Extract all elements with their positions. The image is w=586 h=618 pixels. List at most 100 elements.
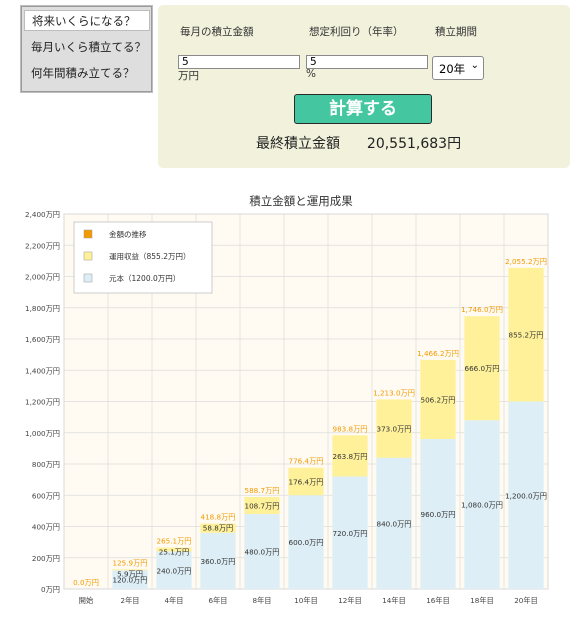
data-label-total: 1,746.0万円	[461, 305, 503, 314]
bar-principal	[200, 532, 236, 589]
x-tick-label: 開始	[79, 596, 93, 605]
y-tick-label: 1,000万円	[25, 429, 60, 438]
final-amount-value: 20,551,683円	[366, 136, 462, 152]
final-amount-label: 最終積立金額	[256, 136, 340, 152]
data-label-total: 125.9万円	[113, 558, 148, 567]
y-tick-label: 1,800万円	[25, 304, 60, 313]
tab-period[interactable]: 何年間積み立てる？	[31, 66, 135, 80]
data-label-principal: 480.0万円	[245, 548, 280, 557]
legend-swatch-total	[83, 229, 93, 239]
data-label-profit: 176.4万円	[289, 477, 324, 486]
y-tick-label: 1,400万円	[25, 366, 60, 375]
data-label-total: 776.4万円	[289, 457, 324, 466]
data-label-principal: 1,080.0万円	[461, 501, 503, 510]
y-tick-label: 1,600万円	[25, 335, 60, 344]
x-axis: 開始 2年目 4年目 6年目 8年目 10年目 12年目 14年目 16年目 18年目 20年目	[79, 596, 538, 605]
data-label-total: 1,466.2万円	[417, 349, 459, 358]
legend-swatch-profit	[83, 251, 93, 261]
x-tick-label: 20年目	[514, 596, 538, 605]
rate-unit: %	[306, 68, 316, 80]
x-tick-label: 2年目	[121, 596, 140, 605]
legend: 金額の推移 運用収益（855.2万円） 元本（1200.0万円）	[73, 221, 213, 294]
data-label-profit: 263.8万円	[333, 452, 368, 461]
data-label-principal: 120.0万円	[113, 576, 148, 585]
legend-label-profit: 運用収益（855.2万円）	[109, 251, 190, 261]
data-label-profit: 58.8万円	[203, 524, 233, 533]
bar-principal	[288, 495, 324, 589]
data-label-total: 983.8万円	[333, 424, 368, 433]
data-label-principal: 240.0万円	[157, 566, 192, 575]
legend-swatch-principal	[83, 273, 93, 283]
y-tick-label: 1,200万円	[25, 398, 60, 407]
data-label-total: 265.1万円	[157, 537, 192, 546]
data-label-total: 1,213.0万円	[373, 388, 415, 397]
bar-profit	[200, 523, 236, 533]
x-tick-label: 14年目	[382, 596, 406, 605]
bar-profit	[156, 547, 192, 552]
data-label-principal: 960.0万円	[421, 510, 456, 519]
data-label-total: 0.0万円	[73, 578, 99, 587]
data-label-principal: 360.0万円	[201, 557, 236, 566]
y-tick-label: 2,200万円	[25, 241, 60, 250]
data-label-principal: 840.0万円	[377, 519, 412, 528]
data-label-total: 588.7万円	[245, 486, 280, 495]
bar-principal	[376, 457, 412, 589]
period-select[interactable]: 20年 ⌄	[432, 56, 484, 80]
y-axis: 0万円 200万円 400万円 600万円 800万円 1,000万円 1,200万円 1,4…	[25, 210, 60, 594]
bar-profit	[464, 316, 500, 421]
bar-profit	[112, 569, 148, 571]
bar-profit	[376, 399, 412, 458]
y-tick-label: 400万円	[32, 523, 60, 532]
data-label-principal: 1,200.0万円	[505, 491, 547, 500]
accumulation-chart: 積立金額と運用成果 0万円 200万円 400万円 600万円 800万円 1,000万円…	[25, 194, 549, 605]
bar-principal	[508, 401, 544, 589]
x-tick-label: 16年目	[426, 596, 450, 605]
legend-box	[73, 221, 213, 294]
bar-profit	[244, 497, 280, 514]
monthly-amount-input[interactable]: 5	[178, 55, 300, 69]
data-label-profit: 5.9万円	[117, 569, 143, 578]
x-tick-label: 18年目	[470, 596, 494, 605]
data-label-principal: 600.0万円	[289, 538, 324, 547]
y-tick-label: 800万円	[32, 460, 60, 469]
bar-profit	[508, 267, 544, 402]
bar-profit	[420, 359, 456, 439]
data-label-profit: 108.7万円	[245, 502, 280, 511]
monthly-amount-label: 毎月の積立金額	[180, 26, 254, 38]
monthly-amount-unit: 万円	[178, 70, 199, 82]
data-label-profit: 373.0万円	[377, 425, 412, 434]
data-label-profit: 25.1万円	[159, 548, 189, 557]
legend-label-principal: 元本（1200.0万円）	[109, 273, 180, 283]
y-tick-label: 0万円	[41, 585, 60, 594]
x-tick-label: 12年目	[338, 596, 362, 605]
period-label: 積立期間	[435, 26, 477, 38]
data-label-profit: 506.2万円	[421, 395, 456, 404]
final-amount: 最終積立金額 20,551,683円	[256, 133, 461, 153]
calculate-button[interactable]: 計算する	[294, 94, 432, 124]
calculator-panel: 毎月の積立金額 想定利回り（年率） 積立期間 5 万円 5 % 20年 ⌄ 計算…	[158, 5, 570, 168]
bar-series	[112, 267, 544, 589]
data-label-total: 2,055.2万円	[505, 257, 547, 266]
period-select-value: 20年	[439, 62, 466, 76]
x-tick-label: 8年目	[253, 596, 272, 605]
bar-principal	[112, 570, 148, 589]
bar-principal	[420, 439, 456, 589]
y-tick-label: 2,000万円	[25, 273, 60, 282]
tab-monthly-amount[interactable]: 毎月いくら積立てる？	[31, 40, 146, 54]
y-tick-label: 200万円	[32, 554, 60, 563]
x-tick-label: 4年目	[165, 596, 184, 605]
data-label-profit: 666.0万円	[465, 364, 500, 373]
y-tick-label: 600万円	[32, 491, 60, 500]
data-label-total: 418.8万円	[201, 513, 236, 522]
tab-future-value[interactable]: 将来いくらになる？	[24, 10, 150, 31]
data-label-profit: 855.2万円	[509, 331, 544, 340]
rate-label: 想定利回り（年率）	[309, 26, 404, 38]
bar-principal	[332, 476, 368, 589]
x-tick-label: 10年目	[294, 596, 318, 605]
mode-tabs: 将来いくらになる？ 毎月いくら積立てる？ 何年間積み立てる？	[21, 6, 152, 92]
bar-principal	[156, 551, 192, 589]
chart-title: 積立金額と運用成果	[249, 194, 353, 208]
chevron-down-icon: ⌄	[470, 60, 479, 71]
rate-input[interactable]: 5	[306, 55, 428, 69]
